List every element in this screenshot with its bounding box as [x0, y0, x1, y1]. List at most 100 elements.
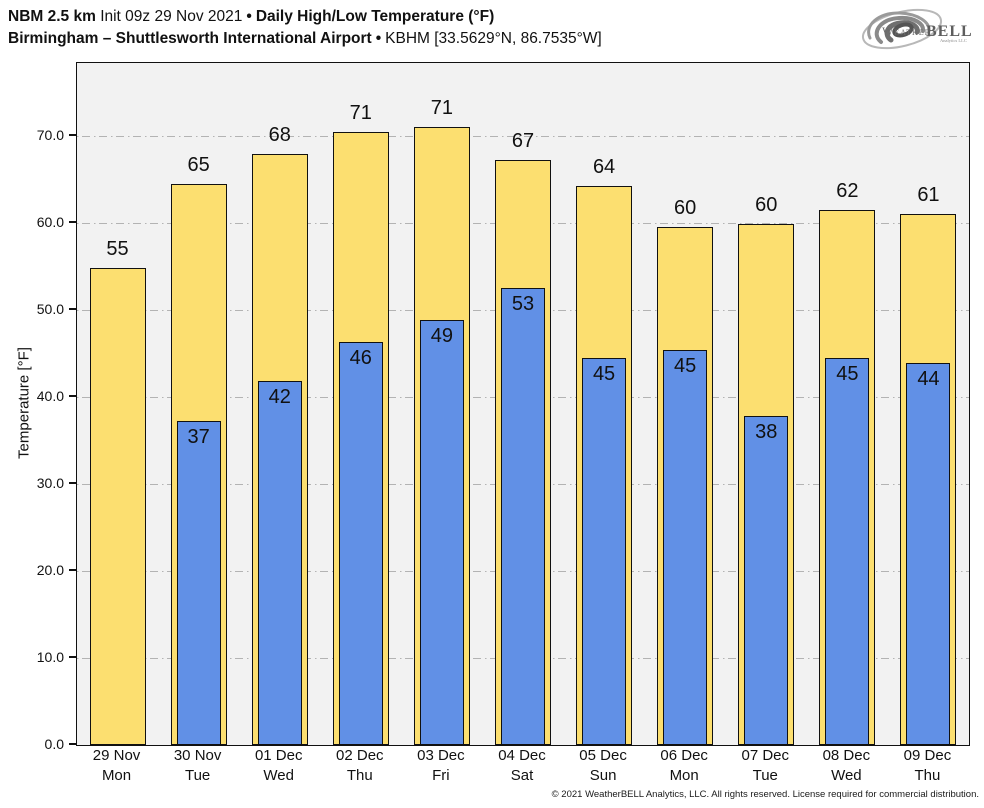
x-tick-label: 06 Dec Mon: [644, 746, 725, 786]
y-tick-mark: [69, 221, 76, 223]
bar-value-label-low: 44: [917, 368, 940, 391]
bar-value-label-low: 45: [836, 362, 859, 385]
x-tick-label: 05 Dec Sun: [563, 746, 644, 786]
x-tick-weekday: Tue: [184, 767, 211, 784]
x-tick-label: 29 Nov Mon: [76, 746, 157, 786]
y-tick-label: 60.0: [36, 214, 64, 231]
plot-area: 55 65 37 68 42 71 46 71 49 67 53 64 45 60 45 60 38 62 45 61…: [76, 62, 970, 746]
bar-value-label-high: 71: [430, 96, 454, 119]
y-tick-mark: [69, 482, 76, 484]
location-title: Birmingham – Shuttlesworth International…: [8, 30, 372, 47]
y-tick-label: 30.0: [36, 475, 64, 492]
header-line-2: Birmingham – Shuttlesworth International…: [8, 28, 602, 50]
x-tick-date: 03 Dec: [417, 747, 465, 764]
y-tick-mark: [69, 308, 76, 310]
bar-value-label-high: 71: [349, 101, 372, 124]
x-tick-date: 07 Dec: [741, 747, 790, 764]
y-tick-mark: [69, 743, 76, 745]
x-tick-weekday: Mon: [669, 767, 699, 784]
bar-value-label-low: 42: [268, 385, 291, 408]
bar-low: [176, 421, 221, 745]
x-tick-label: 02 Dec Thu: [319, 746, 400, 786]
bar-high: [89, 268, 146, 745]
bar-value-label-high: 68: [268, 124, 291, 147]
x-tick-label: 09 Dec Thu: [887, 746, 968, 786]
bar-value-label-low: 45: [674, 355, 697, 378]
y-axis-title: Temperature [°F]: [15, 347, 33, 459]
bar-value-label-high: 61: [917, 184, 940, 207]
y-tick-label: 20.0: [36, 562, 64, 579]
bar-low: [501, 288, 545, 745]
copyright-notice: © 2021 WeatherBELL Analytics, LLC. All r…: [551, 789, 979, 800]
bar-value-label-low: 38: [755, 421, 778, 444]
x-tick-weekday: Tue: [752, 767, 778, 784]
chart-header: NBM 2.5 km Init 09z 29 Nov 2021 • Daily Hi…: [8, 6, 602, 50]
logo-text-analytics: Analytics LLC: [940, 38, 967, 43]
bar-value-label-low: 37: [187, 426, 210, 449]
x-tick-date: 30 Nov: [173, 747, 222, 764]
x-axis: 29 Nov Mon 30 Nov Tue 01 Dec Wed 02 Dec Thu 03 D…: [76, 746, 968, 790]
x-tick-weekday: Mon: [101, 767, 132, 784]
y-tick-label: 50.0: [36, 301, 64, 318]
bar-low: [744, 416, 789, 745]
x-tick-date: 01 Dec: [254, 747, 303, 764]
y-tick-label: 0.0: [44, 736, 64, 752]
y-tick-label: 40.0: [36, 388, 64, 405]
bar-low: [663, 350, 708, 745]
x-tick-label: 30 Nov Tue: [157, 746, 238, 786]
x-tick-date: 04 Dec: [498, 747, 546, 764]
gridline-70.0: [77, 135, 969, 137]
logo-text-bell: BELL: [926, 23, 973, 40]
bar-value-label-high: 55: [106, 238, 129, 261]
x-tick-date: 08 Dec: [822, 747, 871, 764]
header-line-1: NBM 2.5 km Init 09z 29 Nov 2021 • Daily Hi…: [8, 6, 602, 28]
bar-value-label-high: 62: [836, 180, 859, 203]
y-tick-mark: [69, 569, 76, 571]
x-tick-label: 03 Dec Fri: [400, 746, 481, 786]
bar-low: [257, 380, 302, 745]
x-tick-label: 01 Dec Wed: [238, 746, 319, 786]
bar-value-label-low: 46: [349, 347, 372, 370]
bar-value-label-high: 60: [674, 197, 697, 220]
bar-value-label-high: 67: [511, 130, 535, 153]
bar-value-label-high: 65: [187, 153, 210, 176]
x-tick-date: 29 Nov: [92, 747, 141, 764]
bar-low: [906, 363, 951, 745]
x-tick-date: 06 Dec: [660, 747, 708, 764]
bar-value-label-low: 45: [592, 362, 616, 385]
x-tick-weekday: Thu: [346, 767, 373, 784]
y-tick-mark: [69, 656, 76, 658]
y-tick-label: 10.0: [36, 649, 64, 665]
product-title: Daily High/Low Temperature (°F): [255, 8, 495, 25]
station-coordinates: KBHM [33.5629°N, 86.7535°W]: [385, 30, 602, 47]
x-tick-weekday: Wed: [263, 767, 294, 784]
bar-low: [582, 357, 627, 745]
bullet-separator: •: [246, 8, 252, 25]
x-tick-label: 04 Dec Sat: [481, 746, 562, 786]
x-tick-date: 02 Dec: [336, 747, 384, 764]
init-time: Init 09z 29 Nov 2021: [100, 8, 243, 25]
x-tick-weekday: Sun: [589, 767, 617, 784]
bar-low: [338, 342, 383, 745]
hurricane-swirl-icon: [861, 8, 943, 50]
x-tick-label: 07 Dec Tue: [725, 746, 806, 786]
bar-low: [825, 357, 870, 745]
x-tick-weekday: Sat: [510, 767, 534, 784]
model-name: NBM 2.5 km: [8, 8, 96, 25]
bullet-separator: •: [375, 30, 382, 47]
x-tick-label: 08 Dec Wed: [806, 746, 887, 786]
weatherbell-logo: Weather BELL Analytics LLC: [861, 8, 973, 50]
bar-value-label-high: 64: [592, 155, 616, 178]
x-tick-weekday: Thu: [914, 767, 941, 784]
y-tick-mark: [69, 395, 76, 397]
logo-text-weather: Weather: [882, 24, 931, 38]
bar-low: [419, 319, 464, 745]
x-tick-weekday: Wed: [831, 767, 862, 784]
y-tick-mark: [69, 134, 76, 136]
bar-value-label-high: 60: [755, 193, 778, 216]
bar-value-label-low: 53: [511, 293, 535, 316]
y-tick-label: 70.0: [36, 127, 64, 144]
x-tick-date: 05 Dec: [579, 747, 627, 764]
x-tick-date: 09 Dec: [903, 747, 952, 764]
